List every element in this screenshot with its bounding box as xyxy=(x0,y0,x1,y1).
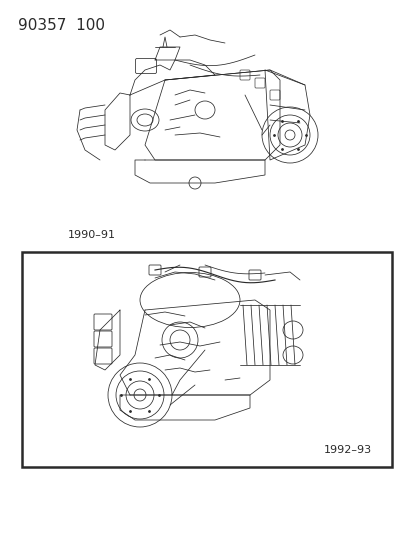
Text: 1992–93: 1992–93 xyxy=(323,445,371,455)
Text: 90357  100: 90357 100 xyxy=(18,18,105,33)
Bar xyxy=(22,252,391,467)
Text: 1990–91: 1990–91 xyxy=(68,230,116,240)
